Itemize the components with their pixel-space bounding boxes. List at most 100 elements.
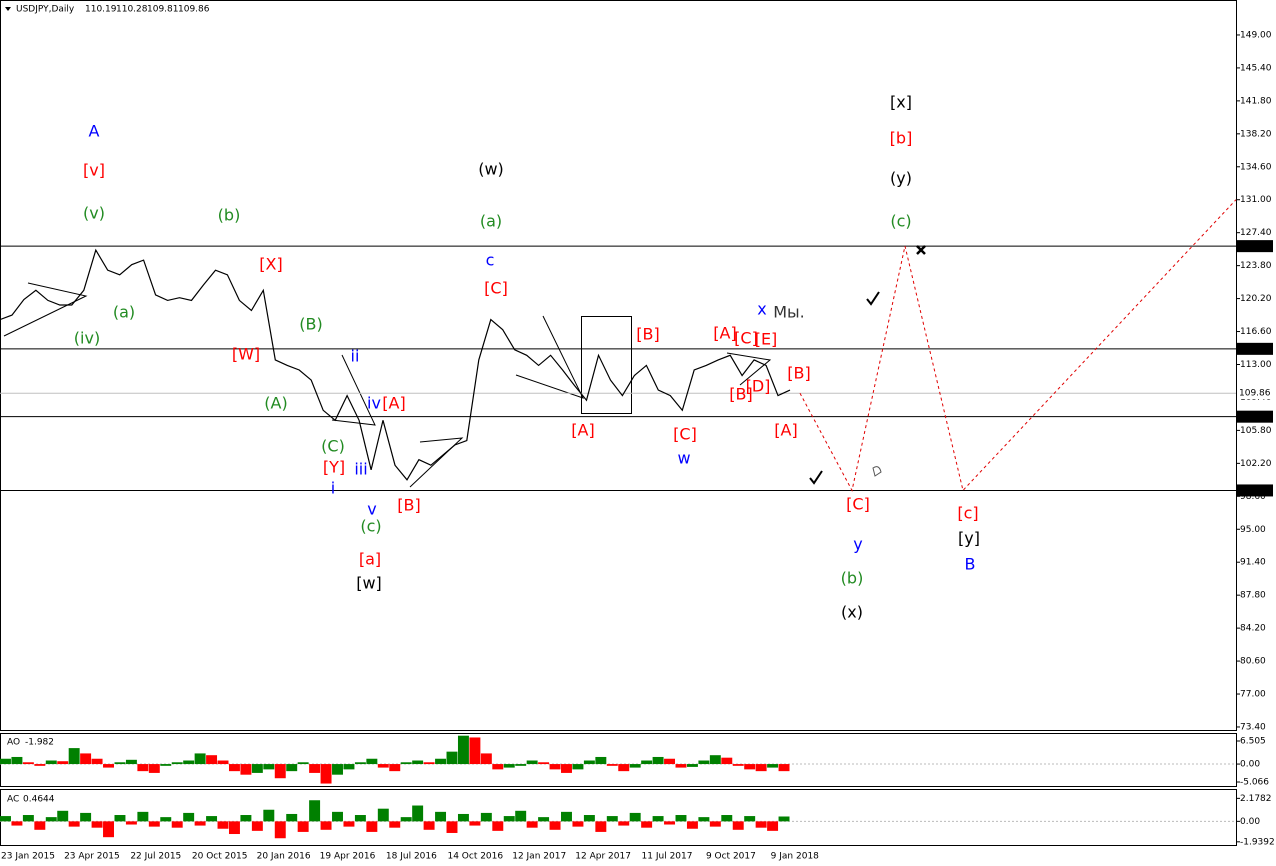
wave-label: c: [486, 251, 495, 270]
triangle: [515, 315, 584, 399]
wave-label: [a]: [359, 550, 381, 569]
wave-label: (a): [480, 212, 502, 231]
histogram-bar: [572, 764, 584, 770]
indicator-value: -1.982: [25, 738, 54, 748]
histogram-bar: [228, 821, 240, 835]
x-tick-label: 19 Apr 2016: [320, 852, 376, 862]
histogram-bar: [11, 821, 23, 826]
histogram-bar: [767, 764, 779, 768]
histogram-bar: [194, 821, 206, 826]
x-tick-label: 9 Jan 2018: [771, 852, 819, 862]
symbol-title: USDJPY,Daily: [16, 5, 75, 15]
wave-label: w: [677, 449, 690, 468]
check-icon: [866, 291, 880, 306]
y-tick-label: 73.40: [1240, 722, 1266, 732]
histogram-bar: [423, 821, 435, 830]
indicator-name: AO: [7, 738, 20, 748]
wave-label: [E]: [755, 330, 778, 349]
wave-label: v: [367, 500, 376, 519]
wave-label: iii: [354, 460, 367, 479]
histogram-bar: [583, 815, 595, 822]
histogram-bar: [68, 748, 80, 765]
x-tick-label: 20 Jan 2016: [257, 852, 311, 862]
histogram-bar: [400, 817, 412, 822]
price-line: [0, 248, 791, 481]
histogram-bar: [354, 815, 366, 822]
wave-label: [A]: [571, 421, 594, 440]
histogram-bar: [103, 764, 114, 768]
wave-label: (v): [83, 204, 105, 223]
quote-value: 110.19: [85, 5, 117, 15]
histogram-bar: [251, 764, 263, 773]
histogram-bar: [114, 762, 126, 765]
histogram-bar: [183, 760, 195, 765]
y-tick-label: 87.80: [1240, 591, 1266, 601]
level-label-box: [1237, 484, 1273, 497]
wave-label: (c): [890, 212, 911, 231]
y-tick-label: 113.00: [1240, 360, 1272, 370]
wave-label: [B]: [787, 364, 810, 383]
level-label-box: [1237, 342, 1273, 355]
histogram-bar: [778, 764, 790, 772]
histogram-bar: [709, 755, 721, 765]
wave-label: [A]: [382, 394, 405, 413]
level-label: 114.71: [1239, 344, 1271, 354]
histogram-bar: [549, 821, 561, 830]
histogram-bar: [286, 764, 298, 772]
y-tick-label: 149.00: [1240, 30, 1272, 40]
histogram-bar: [767, 821, 779, 831]
x-tick-label: 12 Apr 2017: [575, 852, 631, 862]
y-tick-label: 98.60: [1240, 492, 1266, 502]
x-tick-label: 11 Jul 2017: [642, 852, 693, 862]
histogram-bar: [675, 764, 687, 768]
y-tick-label: 131.00: [1240, 195, 1272, 205]
wave-label: [Y]: [323, 458, 345, 477]
histogram-bar: [171, 762, 183, 765]
histogram-bar: [618, 821, 630, 826]
histogram-bar: [320, 821, 332, 830]
wave-label: (iv): [74, 329, 100, 348]
histogram-bar: [755, 764, 767, 772]
wave-label: (C): [321, 437, 345, 456]
histogram-bar: [0, 758, 11, 765]
y-tick-label: 91.40: [1240, 558, 1266, 568]
wave-label: i: [331, 479, 335, 498]
histogram-bar: [492, 821, 504, 831]
triangle: [726, 352, 772, 386]
x-tick-label: 23 Apr 2015: [64, 852, 120, 862]
wave-label: [C]: [846, 495, 870, 514]
histogram-bar: [629, 764, 641, 768]
histogram-bar: [91, 758, 103, 765]
y-tick-label: 0.00: [1240, 817, 1260, 827]
histogram-bar: [148, 764, 160, 773]
histogram-bar: [251, 821, 263, 831]
quote-value: 110.28: [116, 5, 148, 15]
histogram-bar: [664, 758, 676, 765]
histogram-bar: [57, 761, 69, 765]
histogram-bar: [11, 756, 23, 765]
wave-label: [y]: [958, 529, 980, 548]
histogram-bar: [137, 811, 149, 822]
wave-label: [A]: [713, 324, 736, 343]
histogram-bar: [492, 764, 504, 770]
wave-label: (x): [841, 603, 863, 622]
histogram-bar: [423, 762, 435, 765]
price-panel: [0, 0, 1237, 731]
histogram-bar: [80, 812, 92, 822]
wave-label: [B]: [729, 385, 752, 404]
wave-label: (w): [478, 160, 504, 179]
histogram-bar: [561, 764, 572, 773]
wave-label: (a): [113, 303, 135, 322]
wave-label: (A): [264, 394, 287, 413]
wave-label: x: [757, 300, 766, 319]
histogram-bar: [377, 808, 389, 822]
histogram-bar: [686, 764, 698, 767]
histogram-bar: [469, 821, 481, 826]
histogram-bar: [125, 821, 137, 825]
histogram-bar: [217, 760, 229, 765]
x-tick-label: 23 Jan 2015: [1, 852, 55, 862]
histogram-bar: [561, 811, 572, 822]
ao-panel: [0, 733, 1237, 787]
histogram-bar: [114, 815, 126, 822]
